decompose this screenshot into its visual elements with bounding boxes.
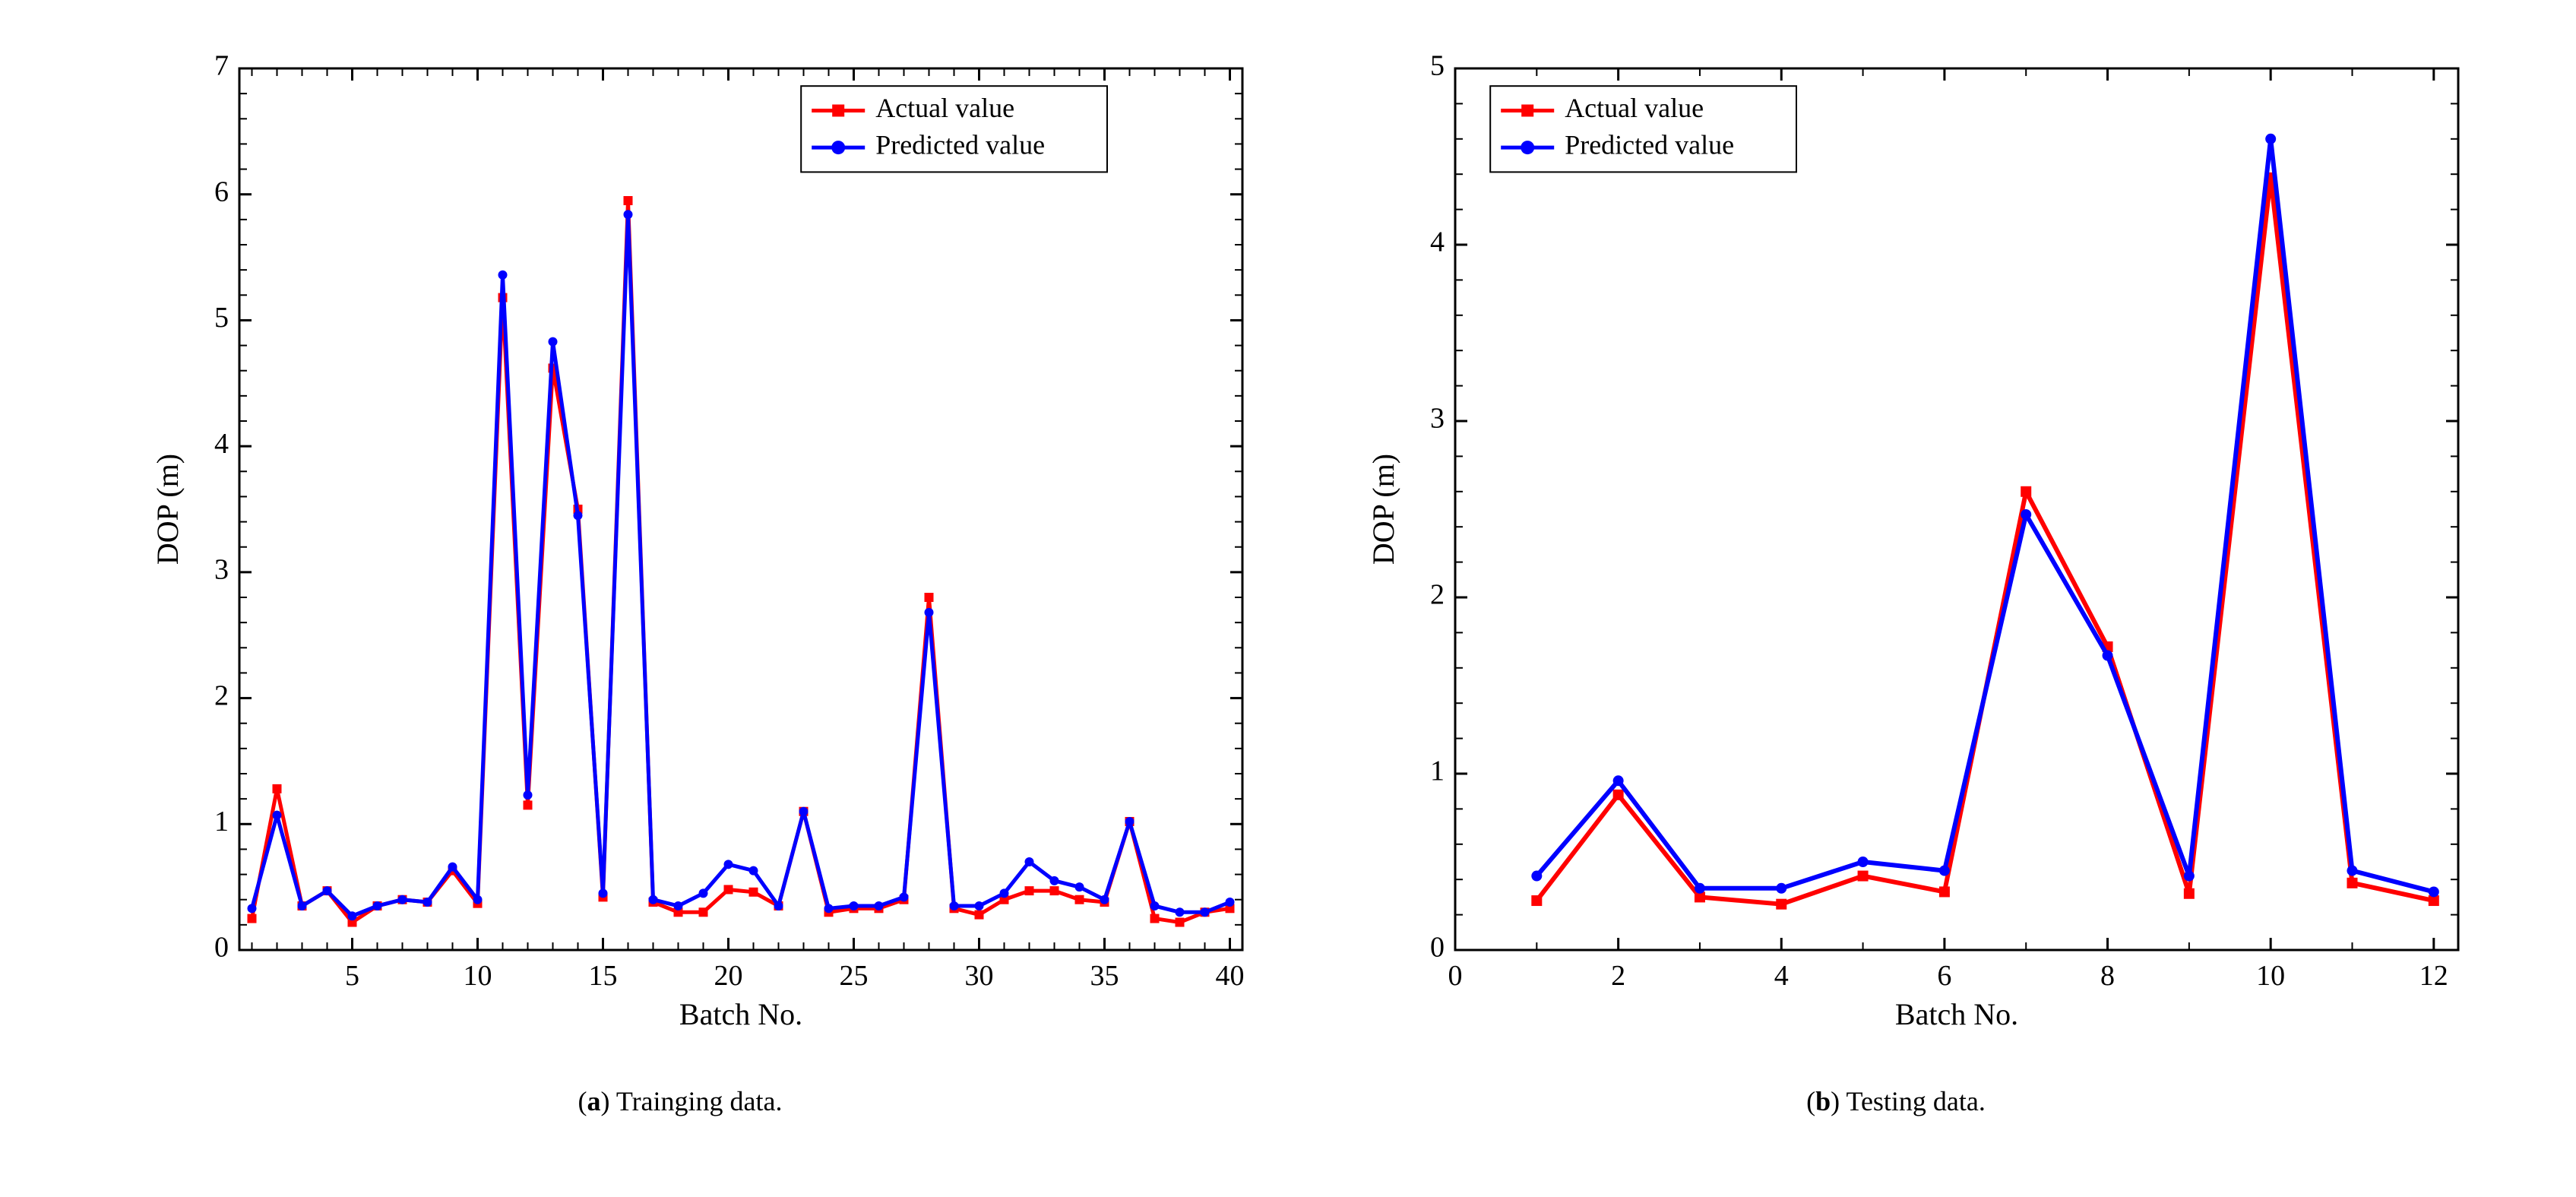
svg-text:8: 8 bbox=[2100, 960, 2115, 992]
svg-text:DOP (m): DOP (m) bbox=[150, 454, 185, 565]
svg-text:2: 2 bbox=[1430, 579, 1445, 611]
svg-text:Batch No.: Batch No. bbox=[1895, 997, 2018, 1031]
svg-text:5: 5 bbox=[345, 960, 359, 992]
svg-text:3: 3 bbox=[1430, 403, 1445, 435]
svg-text:Predicted value: Predicted value bbox=[1565, 129, 1734, 160]
svg-text:2: 2 bbox=[214, 679, 229, 711]
svg-text:0: 0 bbox=[1448, 960, 1463, 992]
svg-text:1: 1 bbox=[214, 806, 229, 838]
chart-a-host: 5 10 15 20 25 30 35 40 Batch No. 0 1 2 3 4 5 6 7 DOP (m) A… bbox=[103, 23, 1258, 1072]
chart-b-host: 024681012Batch No.012345DOP (m)Actual va… bbox=[1318, 23, 2473, 1072]
svg-text:5: 5 bbox=[214, 302, 229, 334]
svg-text:30: 30 bbox=[965, 960, 994, 992]
svg-text:10: 10 bbox=[2256, 960, 2285, 992]
panel-a: 5 10 15 20 25 30 35 40 Batch No. 0 1 2 3 4 5 6 7 DOP (m) A… bbox=[103, 23, 1258, 1117]
svg-text:Batch No.: Batch No. bbox=[679, 997, 802, 1031]
svg-text:35: 35 bbox=[1090, 960, 1119, 992]
svg-text:DOP (m): DOP (m) bbox=[1366, 454, 1400, 565]
svg-text:Predicted value: Predicted value bbox=[875, 129, 1045, 160]
svg-text:0: 0 bbox=[1430, 932, 1445, 964]
svg-text:0: 0 bbox=[214, 932, 229, 964]
svg-text:12: 12 bbox=[2419, 960, 2448, 992]
svg-text:20: 20 bbox=[714, 960, 743, 992]
panel-b: 024681012Batch No.012345DOP (m)Actual va… bbox=[1318, 23, 2473, 1117]
svg-text:1: 1 bbox=[1430, 755, 1445, 787]
svg-text:6: 6 bbox=[214, 176, 229, 207]
svg-text:4: 4 bbox=[214, 428, 229, 460]
caption-a: (a) Trainging data. bbox=[578, 1085, 783, 1117]
svg-text:10: 10 bbox=[464, 960, 492, 992]
svg-text:Actual value: Actual value bbox=[875, 93, 1014, 123]
svg-text:40: 40 bbox=[1216, 960, 1245, 992]
svg-text:3: 3 bbox=[214, 554, 229, 586]
svg-text:6: 6 bbox=[1937, 960, 1951, 992]
svg-text:25: 25 bbox=[840, 960, 869, 992]
caption-b: (b) Testing data. bbox=[1806, 1085, 1986, 1117]
svg-text:4: 4 bbox=[1774, 960, 1789, 992]
svg-text:15: 15 bbox=[589, 960, 618, 992]
figure-row: 510152025303540Batch No.01234567DOP (m)A… bbox=[23, 23, 2553, 1117]
svg-text:7: 7 bbox=[214, 50, 229, 82]
svg-text:5: 5 bbox=[1430, 50, 1445, 82]
svg-text:4: 4 bbox=[1430, 226, 1445, 258]
svg-text:Actual value: Actual value bbox=[1565, 93, 1704, 123]
svg-text:2: 2 bbox=[1611, 960, 1625, 992]
